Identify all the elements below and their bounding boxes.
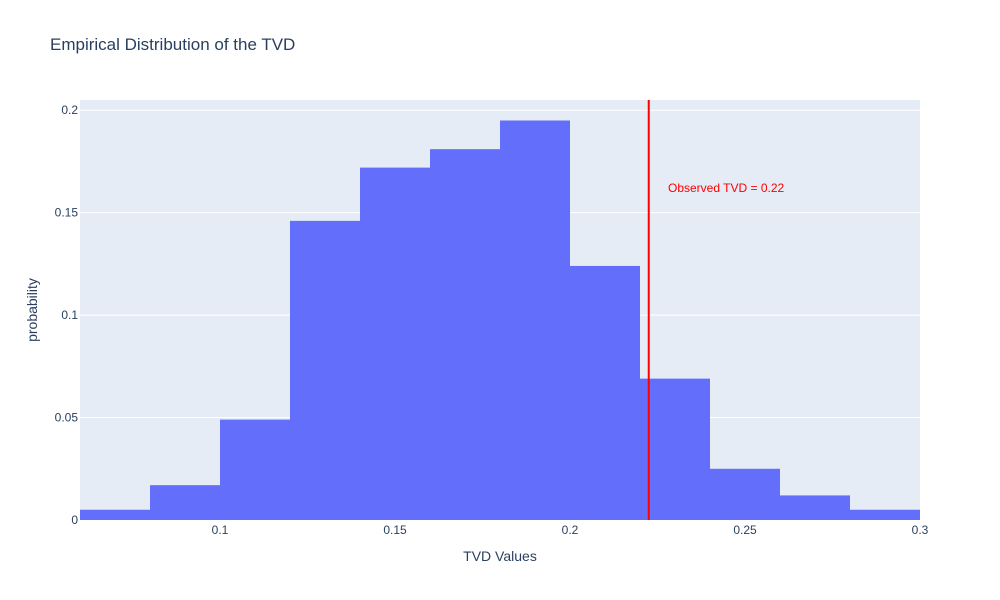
x-axis-title: TVD Values (463, 548, 537, 564)
x-tick-label: 0.2 (562, 523, 579, 537)
bars (80, 120, 920, 521)
y-axis-title: probability (24, 278, 40, 342)
histogram-bar (570, 265, 640, 520)
histogram-bar (150, 485, 220, 520)
x-tick-label: 0.3 (912, 523, 929, 537)
y-tick-label: 0.1 (61, 308, 78, 322)
y-axis-ticks: 0 0.05 0.1 0.15 0.2 (55, 103, 79, 527)
x-axis-ticks: 0.1 0.15 0.2 0.25 0.3 (212, 523, 929, 537)
y-tick-label: 0.15 (55, 206, 79, 220)
chart-title: Empirical Distribution of the TVD (50, 35, 295, 54)
histogram-bar (710, 468, 780, 520)
x-tick-label: 0.15 (383, 523, 407, 537)
histogram-bar (430, 149, 500, 521)
histogram-bar (290, 220, 360, 520)
y-tick-label: 0.2 (61, 103, 78, 117)
histogram-bar (640, 378, 710, 520)
x-tick-label: 0.1 (212, 523, 229, 537)
x-tick-label: 0.25 (733, 523, 757, 537)
y-tick-label: 0 (71, 513, 78, 527)
histogram-bar (360, 167, 430, 521)
histogram-bar (780, 495, 850, 520)
histogram-bar (850, 509, 920, 520)
y-tick-label: 0.05 (55, 411, 79, 425)
histogram-bar (220, 419, 290, 520)
histogram-bar (80, 509, 150, 520)
histogram-bar (500, 120, 570, 521)
observed-tvd-annotation: Observed TVD = 0.22 (668, 181, 785, 195)
